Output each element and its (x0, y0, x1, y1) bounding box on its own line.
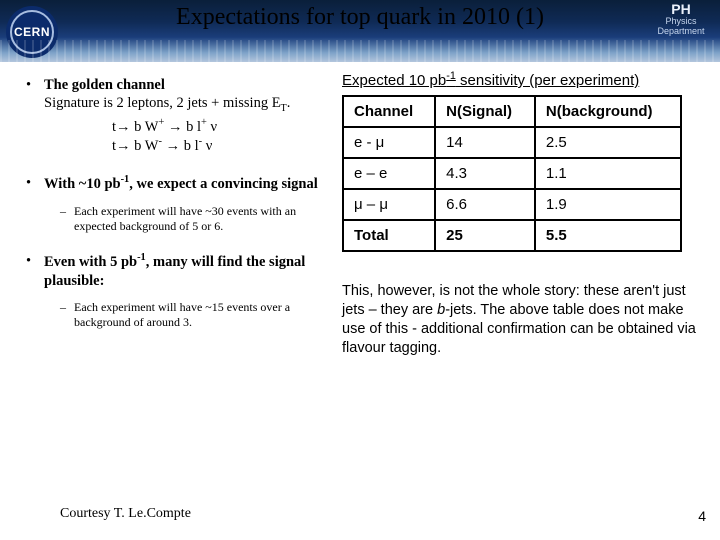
table-cell: 1.9 (535, 189, 681, 220)
left-column: The golden channel Signature is 2 lepton… (20, 76, 330, 330)
flavour-tagging-note: This, however, is not the whole story: t… (342, 282, 698, 357)
table-cell: e – e (343, 158, 435, 189)
right-column: Expected 10 pb-1 sensitivity (per experi… (342, 70, 698, 357)
table-cell: Total (343, 220, 435, 251)
golden-channel-heading: The golden channel (44, 77, 165, 93)
bullet-10pb: With ~10 pb-1, we expect a convincing si… (20, 174, 330, 194)
sub-5pb: Each experiment will have ~15 events ove… (20, 300, 330, 330)
bullet-5pb: Even with 5 pb-1, many will find the sig… (20, 252, 330, 290)
ph-label: PH (648, 2, 714, 17)
table-cell: 4.3 (435, 158, 535, 189)
sub-10pb: Each experiment will have ~30 events wit… (20, 204, 330, 234)
table-row: Total255.5 (343, 220, 681, 251)
col-nsignal: N(Signal) (435, 96, 535, 127)
signature-text: Signature is 2 leptons, 2 jets + missing… (44, 95, 281, 111)
sensitivity-table: Channel N(Signal) N(background) e - μ142… (342, 95, 682, 252)
table-cell: 2.5 (535, 127, 681, 158)
page-number: 4 (698, 508, 706, 524)
bullet-golden-channel: The golden channel Signature is 2 lepton… (20, 76, 330, 156)
table-header-row: Channel N(Signal) N(background) (343, 96, 681, 127)
slide-title: Expectations for top quark in 2010 (1) (0, 4, 720, 31)
table-row: μ – μ6.61.9 (343, 189, 681, 220)
courtesy-text: Courtesy T. Le.Compte (60, 506, 191, 522)
col-channel: Channel (343, 96, 435, 127)
ph-line1: Physics (665, 16, 696, 26)
col-nbackground: N(background) (535, 96, 681, 127)
title-bar: CERN Expectations for top quark in 2010 … (0, 0, 720, 62)
table-cell: e - μ (343, 127, 435, 158)
table-caption: Expected 10 pb-1 sensitivity (per experi… (342, 70, 698, 89)
table-cell: 5.5 (535, 220, 681, 251)
ph-dept-badge: PH Physics Department (648, 2, 714, 37)
decay-eq-2: t→ b W- → b l- ν (112, 138, 212, 154)
table-row: e – e4.31.1 (343, 158, 681, 189)
table-cell: 6.6 (435, 189, 535, 220)
table-cell: 1.1 (535, 158, 681, 189)
table-cell: μ – μ (343, 189, 435, 220)
table-row: e - μ142.5 (343, 127, 681, 158)
decay-eq-1: t→ b W+ → b l+ ν (112, 119, 217, 135)
table-cell: 14 (435, 127, 535, 158)
ph-line2: Department (657, 26, 704, 36)
table-cell: 25 (435, 220, 535, 251)
